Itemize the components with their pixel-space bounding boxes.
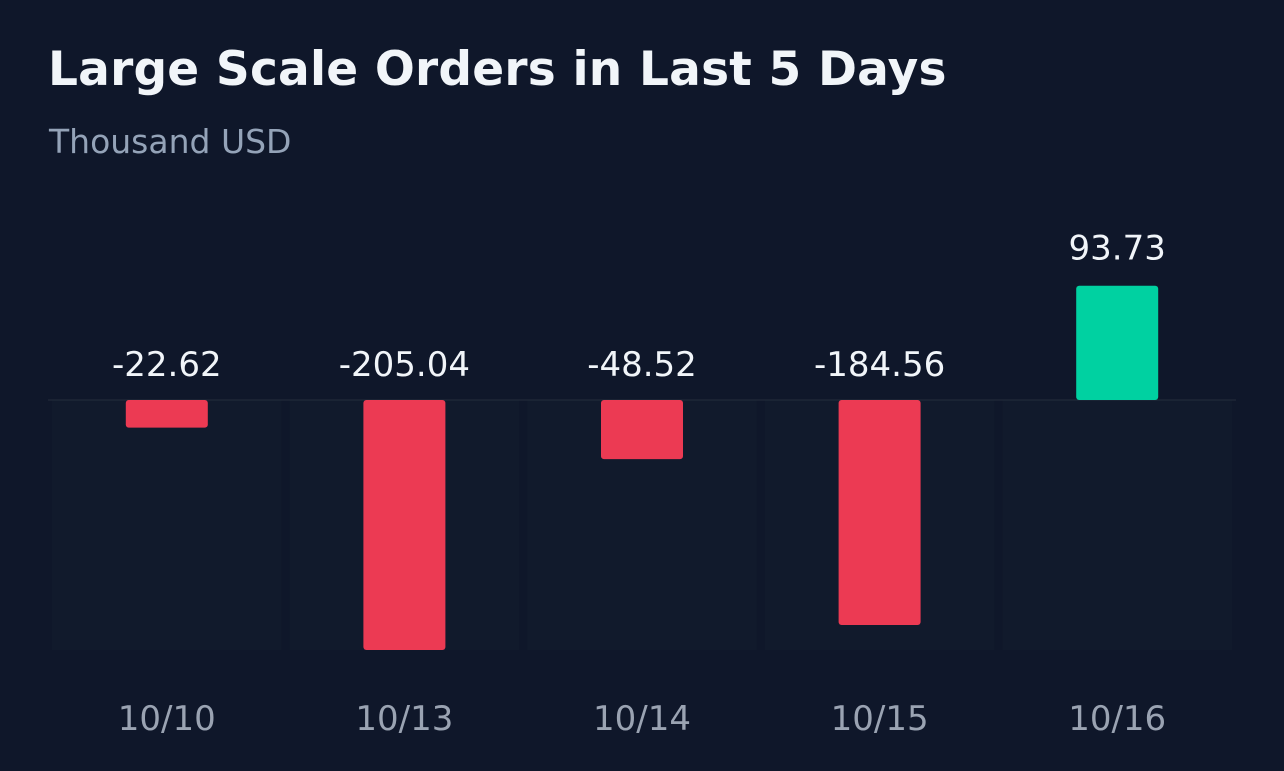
- value-labels: -22.62 -205.04 -48.52 -184.56 93.73: [112, 229, 1166, 385]
- x-tick-label: 10/13: [355, 699, 453, 739]
- chart-title: Large Scale Orders in Last 5 Days: [48, 42, 947, 97]
- x-tick-label: 10/10: [118, 699, 216, 739]
- bar-10-13: [363, 400, 446, 650]
- value-label: -184.56: [814, 345, 945, 385]
- bar-10-15: [838, 400, 921, 626]
- x-tick-label: 10/16: [1068, 699, 1166, 739]
- value-label: -48.52: [587, 345, 697, 385]
- bar-10-10: [125, 400, 208, 428]
- chart-subtitle: Thousand USD: [49, 122, 292, 161]
- bar-10-14: [601, 400, 683, 460]
- value-label: -22.62: [112, 345, 222, 385]
- x-tick-label: 10/15: [831, 699, 929, 739]
- bars: [125, 285, 1159, 650]
- column-band: [52, 400, 282, 650]
- x-tick-label: 10/14: [593, 699, 691, 739]
- value-label: -205.04: [339, 345, 470, 385]
- value-label: 93.73: [1069, 229, 1166, 269]
- column-band: [1002, 400, 1232, 650]
- bar-10-16: [1076, 285, 1159, 400]
- x-axis-labels: 10/10 10/13 10/14 10/15 10/16: [118, 699, 1166, 739]
